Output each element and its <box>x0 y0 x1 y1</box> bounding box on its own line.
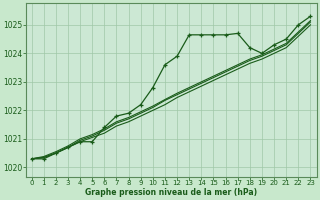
X-axis label: Graphe pression niveau de la mer (hPa): Graphe pression niveau de la mer (hPa) <box>85 188 257 197</box>
